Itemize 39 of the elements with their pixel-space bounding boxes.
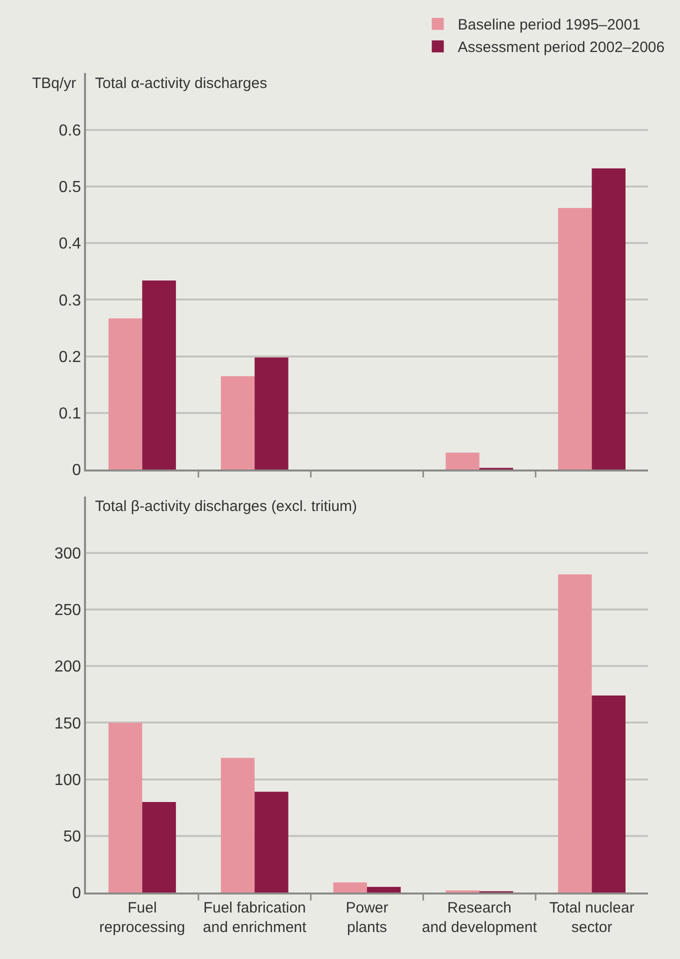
y-tick-label: 0.1	[58, 406, 82, 423]
legend-label: Assessment period 2002–2006	[458, 39, 665, 56]
x-tick-label: Total nuclear sector	[549, 899, 634, 936]
bar	[333, 882, 367, 893]
bar	[254, 357, 288, 470]
bar	[142, 280, 176, 470]
bar	[220, 758, 255, 893]
y-tick-label: 50	[63, 828, 82, 846]
bar	[220, 376, 255, 470]
bar	[367, 886, 401, 893]
bar	[446, 452, 480, 470]
y-tick-label: 0.4	[58, 236, 82, 253]
y-tick-label: 0	[72, 462, 82, 480]
bar	[254, 792, 288, 893]
y-tick-label: 300	[54, 545, 82, 562]
y-tick-label: 200	[54, 658, 82, 676]
y-axis-title: TBq/yr	[32, 75, 76, 92]
y-tick-label: 100	[54, 772, 82, 789]
y-tick-label: 150	[54, 715, 82, 732]
chart-title: Total α-activity discharges	[95, 75, 268, 92]
y-tick-label: 0.6	[58, 122, 82, 140]
y-tick-label: 250	[54, 602, 82, 620]
y-tick-label: 0.3	[58, 292, 82, 310]
bar	[592, 168, 626, 470]
y-tick-label: 0.5	[58, 179, 82, 196]
legend-label: Baseline period 1995–2001	[458, 16, 640, 34]
bar	[142, 802, 176, 893]
x-tick-label: Fuel fabrication and enrichment	[202, 899, 308, 936]
bar	[558, 574, 592, 893]
x-tick-label: Power plants	[346, 899, 388, 936]
y-tick-label: 0.2	[58, 348, 82, 366]
x-tick-label: Fuel reprocessing	[99, 899, 186, 936]
bar	[592, 696, 626, 893]
bar	[108, 318, 142, 470]
chart-title: Total β-activity discharges (excl. tritium)	[95, 498, 358, 515]
bar	[108, 722, 142, 893]
x-tick-label: Research and development	[422, 899, 538, 936]
bar	[558, 208, 592, 470]
y-tick-label: 0	[72, 885, 82, 902]
